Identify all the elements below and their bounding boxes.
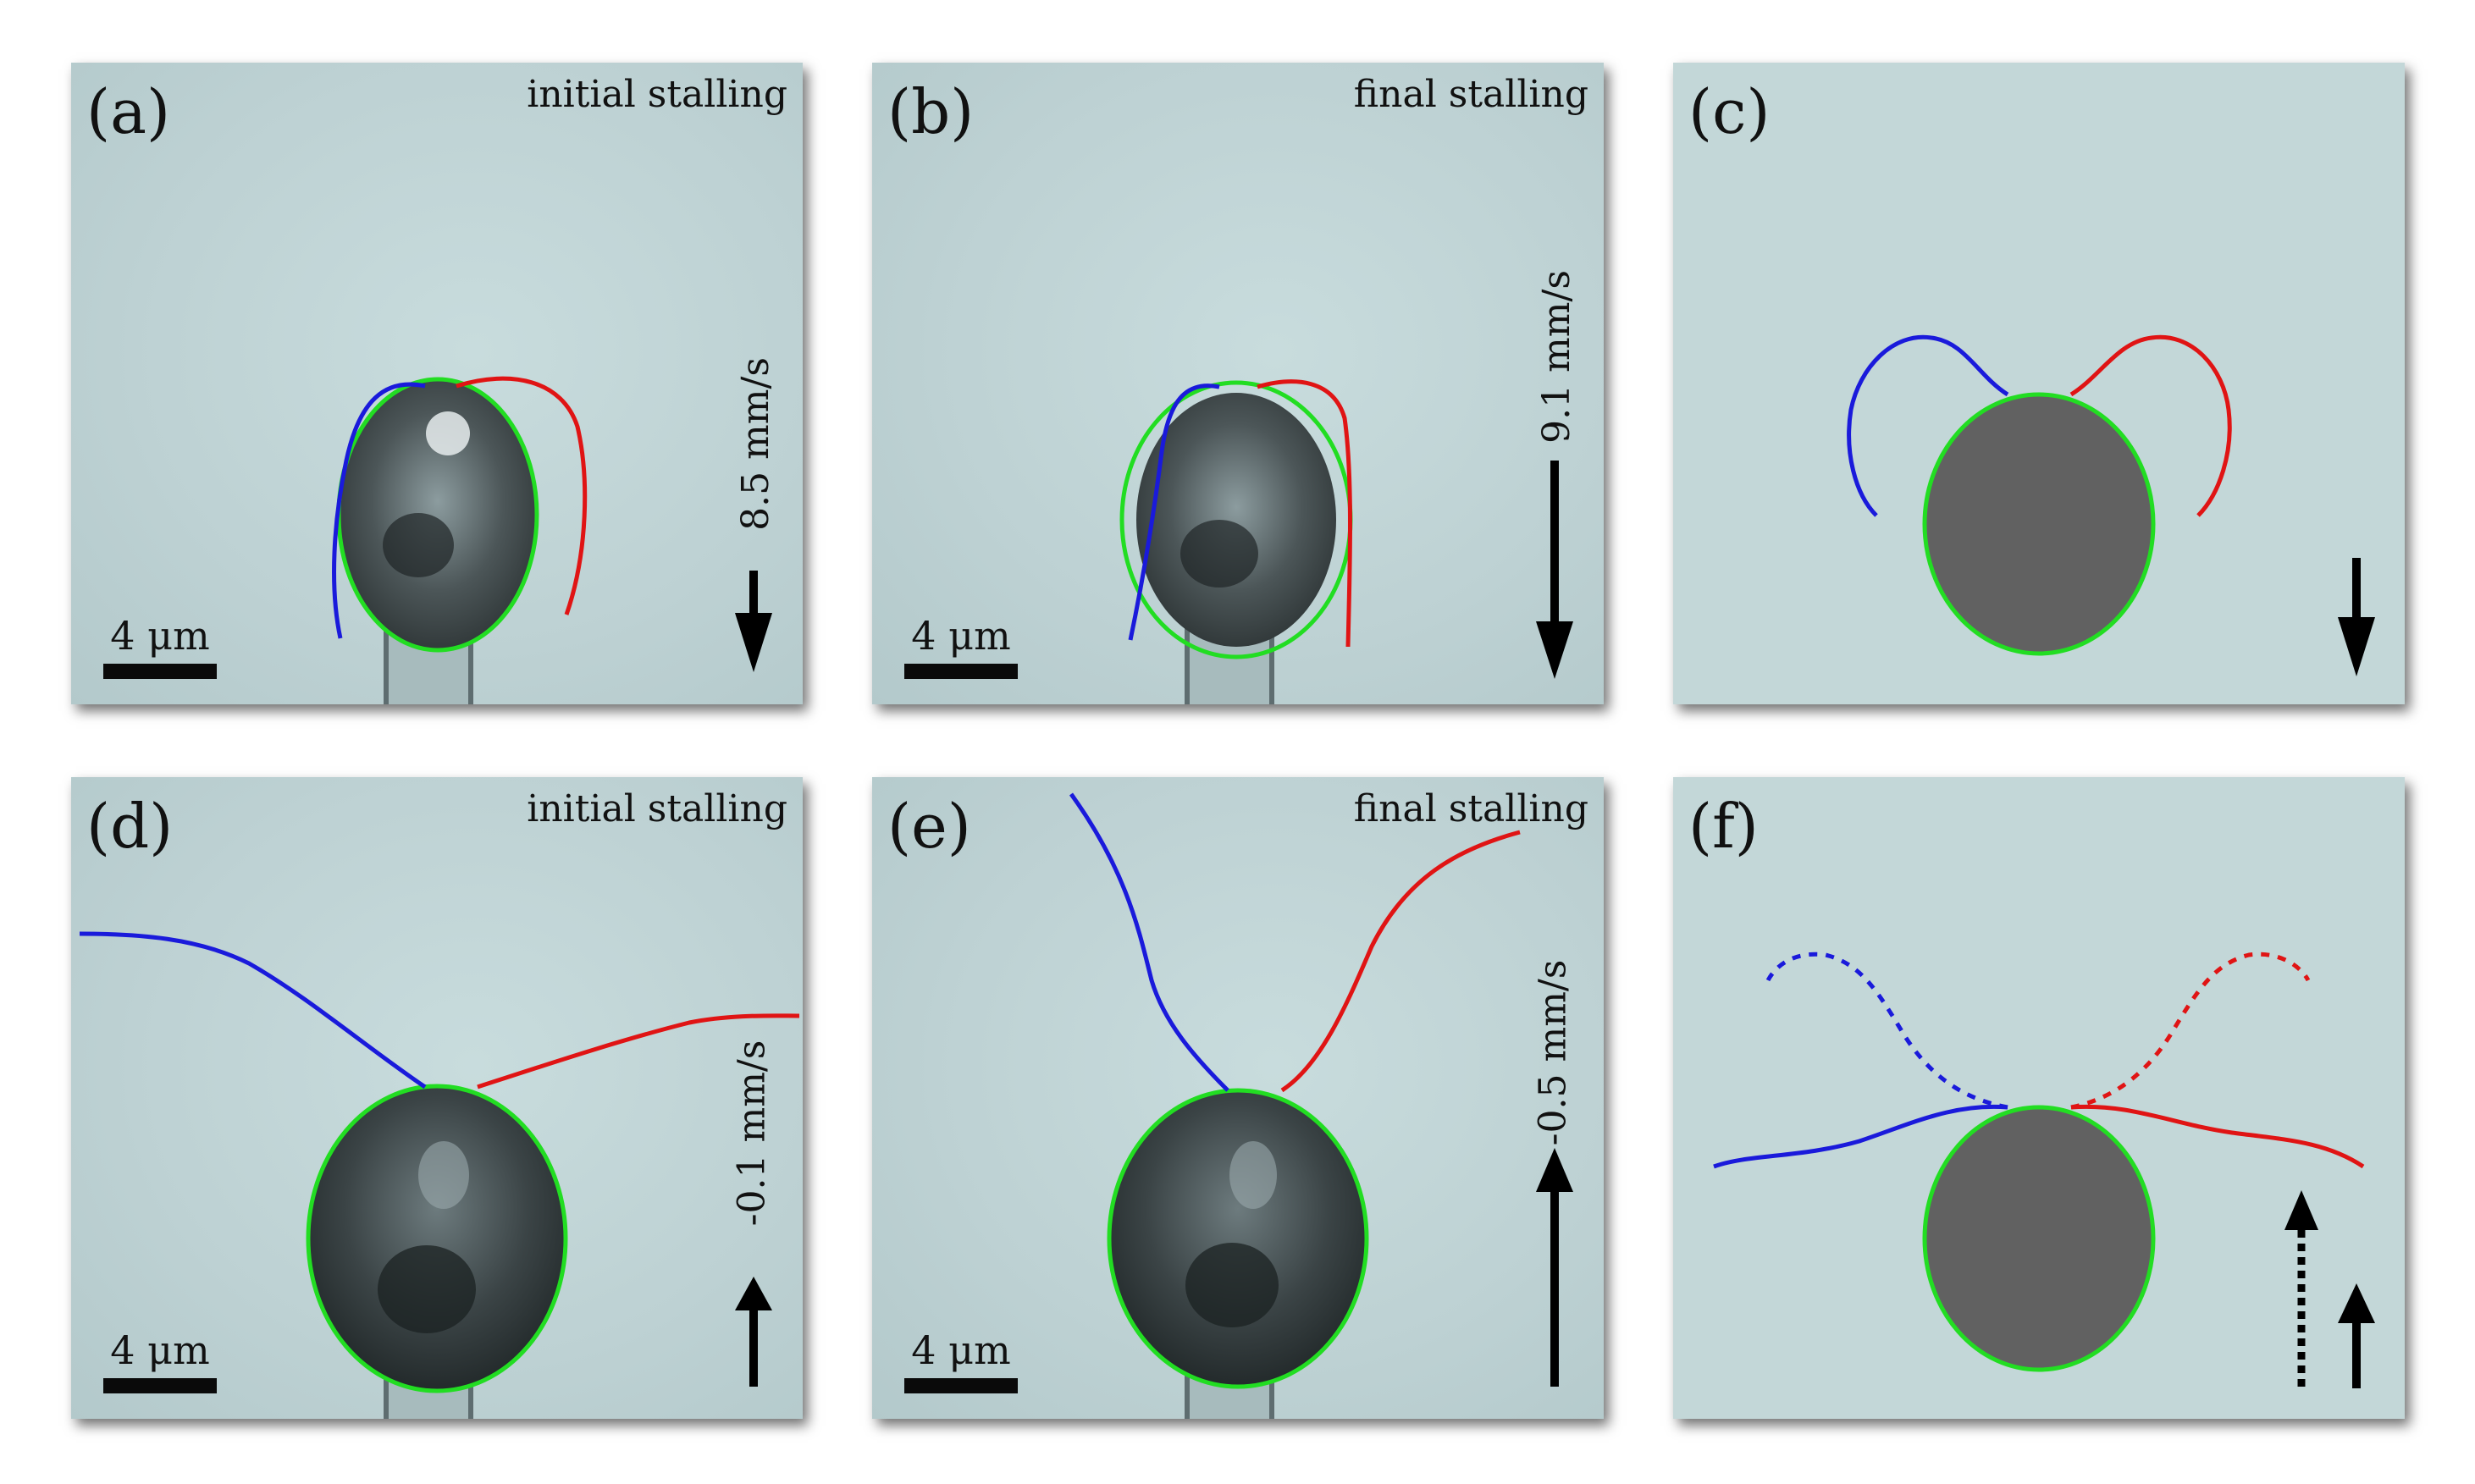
- right-flagellum: [477, 1013, 800, 1090]
- panel-d-figure: [79, 931, 800, 1419]
- speed-label: -0.5 mm/s: [1531, 959, 1575, 1146]
- dashed-velocity-arrow-head: [2284, 1190, 2318, 1230]
- speed-label: -0.1 mm/s: [730, 1040, 774, 1227]
- velocity-arrow-shaft: [2352, 558, 2361, 626]
- panel-c-figure: [1847, 334, 2375, 676]
- right-flagellum: [2070, 1104, 2365, 1169]
- cell-outline: [1107, 1088, 1369, 1389]
- cell-light-spot: [418, 1141, 469, 1209]
- panel-b-figure: [1119, 379, 1573, 704]
- right-flagellum: [2069, 334, 2232, 517]
- velocity-arrow-shaft: [1550, 1183, 1559, 1387]
- scale-line: [904, 664, 1018, 679]
- velocity-arrow-head: [2338, 617, 2375, 676]
- scale-bar: 4 μm: [103, 1331, 217, 1393]
- velocity-arrow-head: [1536, 1148, 1573, 1192]
- cell-dark-spot: [378, 1245, 476, 1333]
- right-flagellum-dashed: [2070, 952, 2311, 1110]
- left-flagellum: [1069, 792, 1229, 1092]
- cell-body: [1922, 1105, 2156, 1372]
- velocity-arrow-shaft: [2352, 1319, 2361, 1388]
- panel-b: (b) final stalling 4 μm 9.1 mm/s: [872, 63, 1604, 704]
- scale-label: 4 μm: [911, 613, 1011, 659]
- scale-line: [103, 664, 217, 679]
- right-flagellum: [1280, 830, 1521, 1093]
- velocity-arrow-shaft: [749, 1302, 758, 1387]
- scale-bar: 4 μm: [904, 616, 1018, 679]
- cell-light-spot: [1229, 1141, 1277, 1209]
- panel-label: (b): [887, 76, 975, 147]
- cell-dark-spot: [1180, 520, 1258, 588]
- scale-bar: 4 μm: [103, 616, 217, 679]
- panel-label: (a): [86, 76, 171, 147]
- speed-label: 8.5 mm/s: [733, 357, 777, 531]
- panel-label: (e): [887, 791, 971, 862]
- velocity-arrow-head: [735, 613, 772, 672]
- velocity-arrow-shaft: [1550, 461, 1559, 630]
- panel-caption: final stalling: [1353, 787, 1588, 830]
- scale-label: 4 μm: [911, 1327, 1011, 1373]
- panel-c: (c): [1673, 63, 2405, 704]
- cell-body: [310, 1086, 564, 1391]
- right-flagellum: [456, 376, 588, 615]
- velocity-arrow-head: [2338, 1283, 2375, 1323]
- panel-label: (d): [86, 791, 174, 862]
- cell-outline: [306, 1084, 568, 1393]
- panel-caption: initial stalling: [527, 787, 787, 830]
- cell-body: [1111, 1090, 1365, 1387]
- panel-label: (f): [1688, 791, 1759, 862]
- right-flagellum: [1257, 379, 1352, 648]
- panel-caption: final stalling: [1353, 73, 1588, 116]
- left-flagellum: [332, 382, 426, 639]
- left-flagellum-dashed: [1765, 952, 2008, 1110]
- left-flagellum: [1713, 1104, 2008, 1169]
- panel-d: (d) initial stalling 4 μm -0.1 mm/s: [71, 777, 803, 1419]
- panel-a: (a) initial stalling 4 μm 8.5 mm/s: [71, 63, 803, 704]
- speed-label: 9.1 mm/s: [1534, 270, 1578, 444]
- cell-highlight: [426, 411, 470, 455]
- panel-f: (f): [1673, 777, 2405, 1419]
- left-flagellum: [1128, 383, 1220, 641]
- panel-f-figure: [1713, 952, 2375, 1388]
- left-flagellum: [1847, 334, 2009, 517]
- left-flagellum: [79, 931, 427, 1090]
- velocity-arrow-shaft: [749, 571, 758, 621]
- scale-line: [904, 1378, 1018, 1393]
- panel-e-figure: [1069, 792, 1573, 1419]
- cell-body: [1922, 392, 2156, 656]
- cell-body: [1136, 393, 1336, 647]
- panel-a-figure: [332, 376, 772, 704]
- cell-dark-spot: [383, 513, 454, 577]
- scale-line: [103, 1378, 217, 1393]
- cell-body: [338, 379, 538, 650]
- velocity-arrow-head: [735, 1277, 772, 1310]
- velocity-arrow-head: [1536, 621, 1573, 679]
- panel-label: (c): [1688, 76, 1771, 147]
- scale-label: 4 μm: [110, 1327, 210, 1373]
- scale-label: 4 μm: [110, 613, 210, 659]
- scale-bar: 4 μm: [904, 1331, 1018, 1393]
- panel-caption: initial stalling: [527, 73, 787, 116]
- panel-e: (e) final stalling 4 μm -0.5 mm/s: [872, 777, 1604, 1419]
- cell-dark-spot: [1185, 1243, 1279, 1327]
